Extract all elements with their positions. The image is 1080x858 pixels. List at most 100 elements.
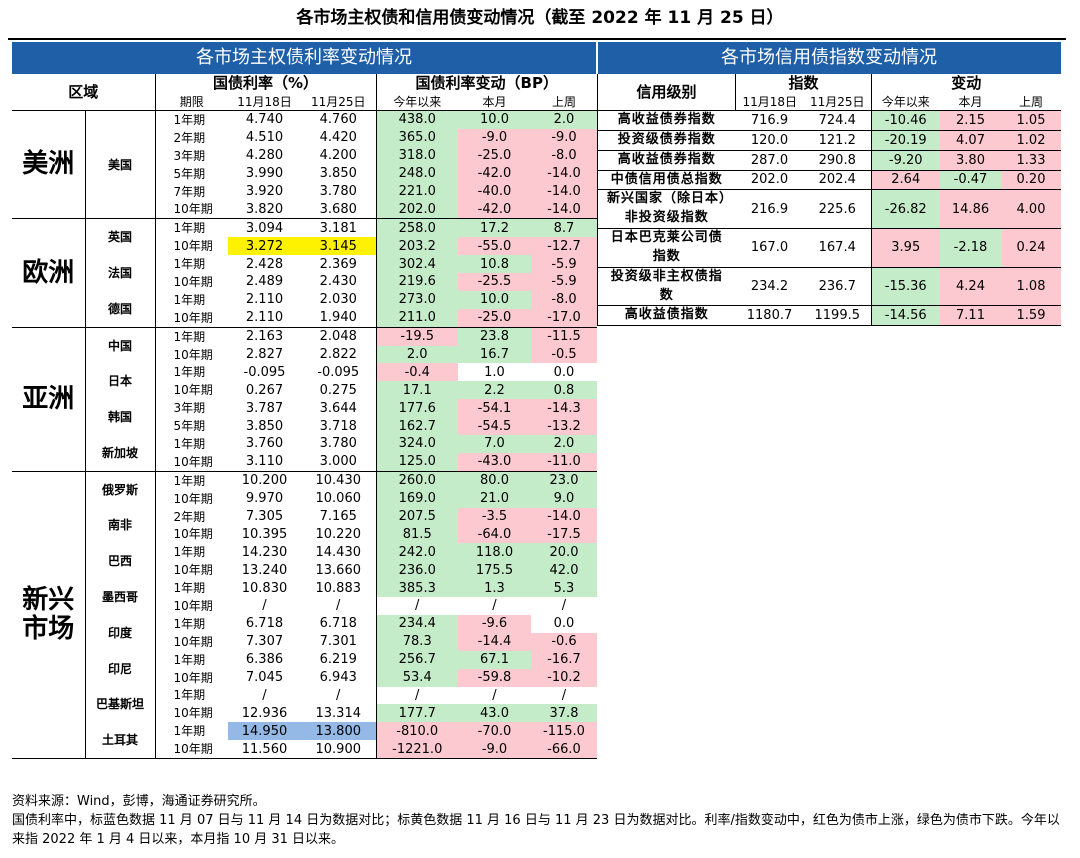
credit-band-header: 各市场信用债指数变动情况: [597, 42, 1061, 74]
change-cell: 207.5: [375, 507, 458, 526]
rate-cell: 4.740: [245, 112, 284, 128]
rate-row: 巴基斯坦 1年期 / / / / /: [12, 686, 597, 723]
change-cell: -55.0: [458, 237, 531, 256]
change-cell: -11.0: [531, 452, 597, 472]
date1-subheader: 11月18日: [228, 93, 301, 111]
change-cell: 258.0: [375, 218, 458, 238]
rate-row: 10年期 2.827 2.822 2.0 16.7 -0.5: [12, 345, 597, 364]
date1-subheader: 11月18日: [735, 93, 804, 111]
index-cell: 121.2: [803, 129, 872, 151]
country-label: 美国: [84, 110, 155, 219]
rate-cell: 2.110: [245, 292, 284, 308]
change-cell: -115.0: [531, 722, 597, 741]
change-cell: /: [375, 686, 458, 705]
rate-cell: 2.827: [245, 347, 284, 363]
change-cell: 2.0: [375, 345, 458, 364]
country-label: 印尼: [84, 650, 155, 687]
region-label: 欧洲: [12, 218, 85, 328]
rate-cell: 6.718: [319, 616, 357, 632]
change-cell: -17.5: [531, 525, 597, 544]
change-cell: 438.0: [375, 110, 458, 129]
rate-row: 3年期 4.280 4.200 318.0 -25.0 -8.0: [12, 146, 597, 165]
rate-cell: 2.030: [319, 292, 357, 308]
rate-cell: 2.163: [228, 326, 301, 346]
change-cell: -42.0: [458, 164, 531, 183]
rate-cell: 11.560: [228, 740, 301, 760]
change-cell: 202.0: [375, 200, 458, 219]
term-cell: 5年期: [154, 417, 228, 436]
method-note: 国债利率中，标蓝色数据 11 月 07 日与 11 月 14 日为数据对比；标黄…: [12, 813, 1060, 847]
term-cell: 10年期: [154, 632, 228, 651]
country-label: 墨西哥: [84, 579, 155, 615]
change-cell: 221.0: [375, 182, 458, 201]
rate-cell: 10.883: [315, 580, 362, 596]
rate-cell: /: [262, 687, 267, 703]
change-cell: 10.8: [458, 255, 531, 274]
rate-cell: 13.240: [241, 562, 288, 578]
index-cell: 724.4: [818, 112, 856, 128]
change-cell: 125.0: [375, 452, 458, 472]
change-cell: 175.5: [458, 561, 531, 580]
change-cell: -11.5: [531, 326, 597, 346]
credit-rating-label: 中债信用债总指数: [597, 169, 736, 190]
change-cell: -0.5: [531, 345, 597, 364]
rate-row: 美洲 美国 1年期 4.740 4.760 438.0 10.0 2.0: [12, 110, 597, 219]
rate-cell: -0.095: [317, 364, 360, 380]
change-cell: 0.0: [553, 364, 575, 380]
rate-cell: 10.430: [301, 470, 376, 490]
country-label: 德国: [84, 290, 155, 328]
change-cell: 10.0: [458, 110, 531, 129]
region-label: 美洲: [22, 149, 75, 180]
rate-row: 新加坡 1年期 3.760 3.780 324.0 7.0 2.0: [12, 435, 597, 472]
rate-cell: 6.219: [319, 652, 357, 668]
mtd-subheader: 本月: [939, 93, 1002, 111]
rate-cell: 3.145: [301, 237, 376, 256]
index-change-cell: 1.08: [1001, 266, 1061, 306]
rate-cell: 3.181: [301, 218, 376, 238]
change-cell: 23.0: [531, 470, 597, 490]
index-change-cell: 3.95: [871, 228, 940, 268]
change-cell: 20.0: [531, 543, 597, 562]
change-cell: 53.4: [375, 668, 458, 687]
term-cell: 10年期: [154, 561, 228, 580]
rate-header: 国债利率（%）: [154, 74, 376, 93]
term-cell: 10年期: [154, 237, 228, 256]
rate-row: 印度 1年期 6.718 6.718 234.4 -9.6 0.0: [12, 614, 597, 651]
change-cell: 5.3: [531, 579, 597, 598]
change-cell: 169.0: [375, 489, 458, 508]
index-change-cell: 4.00: [1001, 189, 1061, 229]
change-cell: 10.0: [458, 290, 531, 309]
rate-row: 新兴市场 俄罗斯 1年期 10.200 10.430 260.0 80.0 23.0: [12, 470, 597, 760]
rate-cell: 7.045: [245, 670, 284, 686]
country-label: 印度: [84, 614, 155, 651]
rate-cell: 14.430: [315, 544, 362, 560]
rate-cell: 6.718: [245, 616, 284, 632]
change-cell: -14.0: [531, 507, 597, 526]
rating-header: 信用级别: [597, 74, 736, 111]
term-subheader: 期限: [154, 93, 228, 111]
rate-row: 印尼 1年期 6.386 6.219 256.7 67.1 -16.7: [12, 650, 597, 687]
change-cell: -43.0: [458, 452, 531, 472]
change-cell: 260.0: [375, 470, 458, 490]
term-cell: 10年期: [154, 668, 228, 687]
change-cell: -5.9: [531, 273, 597, 291]
change-cell: -14.0: [531, 200, 597, 219]
region-label: 新兴市场: [12, 470, 85, 760]
credit-rating-label: 投资级债券指数: [597, 129, 736, 151]
rate-row: 5年期 3.850 3.718 162.7 -54.5 -13.2: [12, 417, 597, 436]
index-cell: 225.6: [803, 189, 872, 229]
change-cell: 318.0: [375, 146, 458, 165]
rate-row: 巴西 1年期 14.230 14.430 242.0 118.0 20.0: [12, 543, 597, 580]
change-cell: -19.5: [375, 326, 458, 346]
rate-row: 10年期 11.560 10.900 -1221.0 -9.0 -66.0: [12, 740, 597, 760]
change-cell: 78.3: [375, 632, 458, 651]
rate-cell: 4.200: [319, 148, 357, 164]
rate-cell: 3.990: [245, 166, 284, 182]
rate-cell: -0.095: [243, 364, 286, 380]
change-cell: 17.2: [458, 218, 531, 238]
change-cell: -42.0: [458, 200, 531, 219]
change-cell: 273.0: [375, 290, 458, 309]
rate-row: 10年期 13.240 13.660 236.0 175.5 42.0: [12, 561, 597, 580]
term-cell: 1年期: [154, 218, 228, 238]
date2-subheader: 11月25日: [803, 93, 872, 111]
